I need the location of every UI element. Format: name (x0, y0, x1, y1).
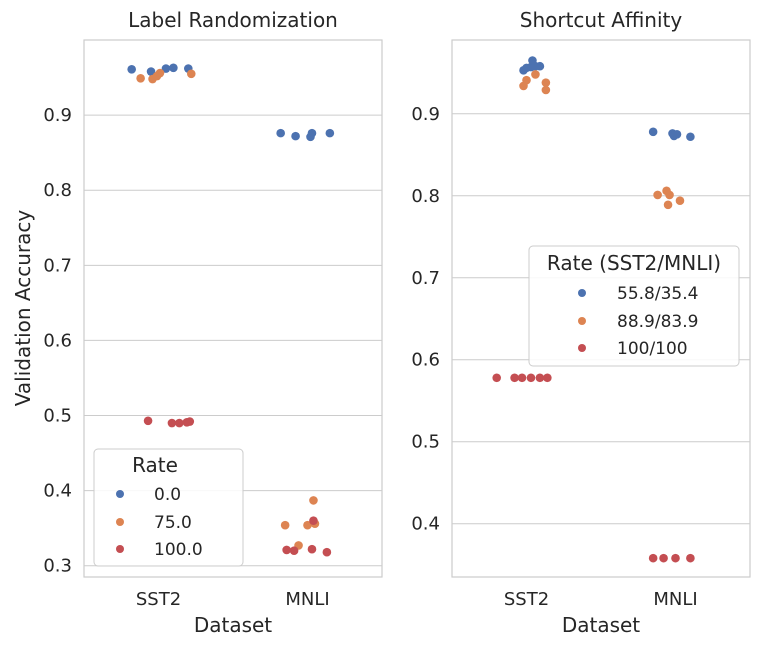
x-tick-label: MNLI (285, 589, 329, 610)
data-point (291, 131, 300, 141)
y-tick-label: 0.4 (43, 481, 72, 502)
data-point (526, 373, 536, 383)
data-point (276, 128, 285, 138)
data-point (665, 190, 674, 200)
x-tick-labels: SST2 MNLI (504, 589, 698, 610)
legend-label: 100.0 (154, 540, 203, 560)
y-tick-label: 0.7 (411, 268, 440, 289)
panel-shortcut-affinity: Shortcut Affinity 0.4 0.5 0.6 0.7 0.8 0.9 SST… (411, 8, 751, 637)
y-tick-label: 0.9 (411, 104, 440, 125)
legend-label: 55.8/35.4 (617, 284, 698, 304)
data-point (543, 373, 552, 383)
data-point (659, 553, 668, 563)
data-point (510, 373, 519, 383)
legend-title: Rate (132, 453, 178, 477)
data-point (492, 373, 502, 383)
data-point (517, 373, 527, 383)
y-tick-label: 0.8 (411, 186, 440, 207)
data-point (675, 196, 685, 205)
x-tick-label: SST2 (136, 589, 181, 610)
y-tick-label: 0.5 (411, 432, 440, 453)
y-tick-labels: 0.4 0.5 0.6 0.7 0.8 0.9 (411, 104, 440, 535)
data-points (127, 63, 335, 557)
data-points (492, 56, 695, 563)
data-point (155, 68, 165, 78)
data-point (282, 545, 291, 555)
legend-box (528, 245, 740, 367)
data-point (136, 74, 145, 83)
legend-marker (578, 317, 586, 325)
legend-title: Rate (SST2/MNLI) (547, 251, 721, 275)
data-point (186, 69, 196, 79)
data-point (671, 553, 680, 563)
data-point (325, 128, 335, 138)
y-tick-labels: 0.3 0.4 0.5 0.6 0.7 0.8 0.9 (43, 105, 72, 577)
data-point (648, 127, 658, 137)
data-point (303, 520, 312, 530)
legend-label: 75.0 (154, 513, 192, 533)
y-axis-label: Validation Accuracy (11, 210, 35, 407)
plot-frame (451, 39, 751, 578)
legend-marker (578, 344, 586, 352)
y-tick-label: 0.7 (43, 255, 72, 276)
data-point (309, 516, 318, 525)
data-point (169, 63, 178, 73)
y-tick-label: 0.5 (43, 406, 72, 427)
data-point (541, 78, 551, 87)
legend-marker (116, 490, 124, 498)
x-axis-label: Dataset (194, 613, 272, 637)
panel-label-randomization: Label Randomization 0.30.40.50.60.70.80.… (11, 8, 383, 637)
x-axis-label: Dataset (562, 613, 640, 637)
data-point (686, 553, 695, 563)
chart-title: Shortcut Affinity (520, 8, 683, 32)
legend-label: 0.0 (154, 485, 181, 505)
data-point (185, 417, 195, 426)
data-point (522, 75, 531, 85)
y-tick-label: 0.3 (43, 556, 72, 577)
data-point (127, 64, 136, 74)
data-point (307, 544, 317, 554)
legend: Rate 0.0 75.0 100.0 (93, 448, 244, 567)
y-tick-label: 0.8 (43, 180, 72, 201)
data-point (161, 64, 171, 73)
y-tick-label: 0.6 (411, 350, 440, 371)
y-tick-label: 0.6 (43, 330, 72, 351)
y-tick-label: 0.9 (43, 105, 72, 126)
plot-frame (83, 39, 383, 578)
data-point (672, 129, 682, 139)
x-tick-label: SST2 (504, 589, 549, 610)
data-point (143, 416, 153, 426)
legend-marker (116, 518, 124, 526)
data-point (531, 70, 540, 79)
data-point (289, 546, 299, 556)
data-point (663, 200, 673, 210)
y-tick-label: 0.4 (411, 514, 440, 535)
data-point (528, 56, 537, 65)
x-tick-label: MNLI (653, 589, 697, 610)
chart-title: Label Randomization (128, 8, 338, 32)
x-tick-labels: SST2 MNLI (136, 589, 330, 610)
data-point (307, 128, 317, 138)
legend-marker (116, 545, 124, 553)
legend: Rate (SST2/MNLI) 55.8/35.4 88.9/83.9 100… (528, 245, 740, 367)
data-point (653, 190, 662, 200)
data-point (535, 373, 545, 383)
legend-box (93, 448, 244, 567)
data-point (280, 520, 290, 530)
data-point (175, 418, 184, 428)
legend-label: 88.9/83.9 (617, 312, 698, 332)
data-point (648, 553, 658, 563)
data-point (322, 547, 332, 557)
data-point (167, 418, 177, 428)
legend-marker (578, 289, 586, 297)
data-point (309, 496, 318, 505)
data-point (146, 67, 156, 76)
data-point (535, 61, 545, 71)
data-point (686, 132, 695, 142)
legend-label: 100/100 (617, 339, 688, 359)
data-point (541, 85, 551, 95)
